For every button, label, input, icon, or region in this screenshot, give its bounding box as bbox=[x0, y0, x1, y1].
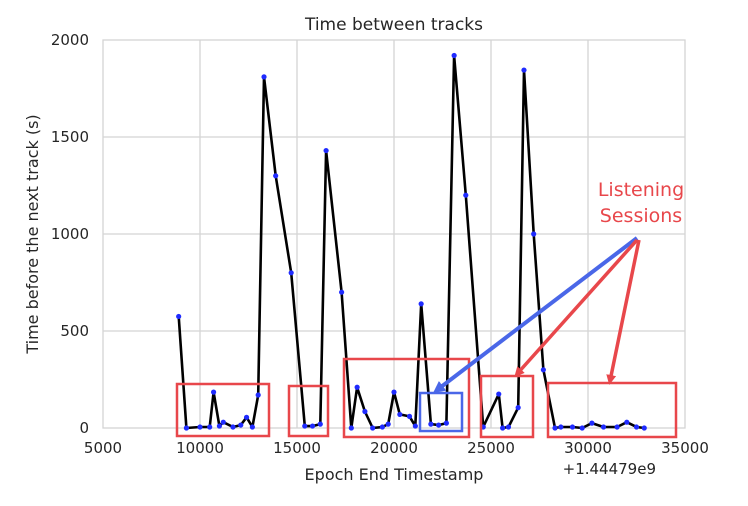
data-point bbox=[317, 421, 323, 427]
x-tick-label: 10000 bbox=[176, 439, 224, 457]
data-point bbox=[579, 425, 585, 431]
data-point bbox=[323, 147, 329, 154]
x-tick-label: 35000 bbox=[661, 439, 709, 457]
data-point bbox=[515, 405, 521, 411]
session-box bbox=[175, 382, 271, 438]
data-point bbox=[558, 424, 564, 430]
session-box bbox=[479, 374, 535, 439]
data-point bbox=[412, 423, 418, 429]
data-point bbox=[176, 313, 182, 320]
arrow-to-session bbox=[606, 239, 641, 385]
data-point bbox=[261, 74, 267, 80]
data-point bbox=[569, 424, 576, 430]
data-point bbox=[302, 423, 308, 429]
data-line bbox=[177, 54, 645, 430]
data-point bbox=[397, 411, 403, 418]
data-point bbox=[288, 270, 294, 276]
y-tick-label: 1500 bbox=[51, 128, 89, 146]
data-point bbox=[600, 424, 607, 430]
series-line bbox=[177, 54, 645, 430]
data-point bbox=[641, 425, 647, 431]
data-point bbox=[418, 301, 424, 307]
data-point bbox=[428, 421, 434, 427]
data-point bbox=[589, 420, 595, 426]
y-tick-label: 0 bbox=[79, 419, 89, 437]
y-tick-label: 1000 bbox=[51, 225, 89, 243]
data-point bbox=[391, 389, 397, 395]
data-point bbox=[216, 423, 222, 429]
data-point bbox=[370, 425, 376, 431]
arrow-to-highlight bbox=[433, 236, 639, 394]
data-point bbox=[249, 424, 255, 430]
data-point bbox=[505, 424, 512, 430]
data-point bbox=[207, 424, 213, 430]
data-point bbox=[348, 425, 354, 431]
session-box bbox=[546, 381, 678, 439]
arrow-to-session bbox=[514, 238, 639, 377]
data-point bbox=[436, 422, 442, 428]
data-point bbox=[443, 420, 449, 426]
annotation-label: Listening bbox=[598, 179, 684, 201]
x-tick-label: 15000 bbox=[273, 439, 321, 457]
y-axis-label: Time before the next track (s) bbox=[23, 114, 42, 354]
data-point bbox=[451, 52, 457, 59]
data-point bbox=[521, 67, 527, 73]
data-point bbox=[220, 419, 226, 425]
data-point bbox=[255, 392, 261, 398]
plot-area-border bbox=[102, 39, 686, 429]
y-tick-label: 2000 bbox=[51, 31, 89, 49]
x-tick-label: 5000 bbox=[84, 439, 122, 457]
data-point bbox=[633, 424, 640, 430]
data-point bbox=[500, 425, 506, 431]
x-tick-label: 25000 bbox=[467, 439, 515, 457]
data-point bbox=[362, 408, 368, 415]
data-point bbox=[183, 425, 190, 431]
data-point bbox=[339, 289, 345, 295]
data-point bbox=[273, 173, 279, 179]
x-tick-label: 30000 bbox=[564, 439, 612, 457]
data-point bbox=[238, 422, 244, 428]
session-box bbox=[342, 357, 471, 439]
x-tick-label: 20000 bbox=[370, 439, 418, 457]
data-point bbox=[379, 424, 385, 430]
data-point bbox=[406, 413, 413, 419]
data-point bbox=[531, 231, 537, 237]
data-point bbox=[385, 421, 391, 427]
data-point bbox=[243, 414, 250, 420]
grid-lines bbox=[103, 40, 685, 428]
data-point bbox=[197, 424, 203, 430]
data-point bbox=[210, 389, 217, 395]
session-box bbox=[287, 384, 330, 438]
x-axis-label: Epoch End Timestamp bbox=[305, 465, 484, 484]
annotation-arrows bbox=[433, 236, 641, 394]
annotation-label: Sessions bbox=[600, 205, 682, 227]
y-tick-label: 500 bbox=[60, 322, 89, 340]
y-tick-labels: 0 500 1000 1500 2000 bbox=[51, 31, 89, 437]
session-boxes bbox=[175, 357, 678, 439]
data-point bbox=[463, 192, 469, 198]
data-point bbox=[624, 419, 630, 425]
data-point bbox=[309, 423, 316, 429]
x-axis-offset-label: +1.44479e9 bbox=[563, 460, 656, 478]
data-point bbox=[496, 391, 502, 397]
chart-title: Time between tracks bbox=[304, 15, 483, 35]
x-tick-labels: 5000 10000 15000 20000 25000 30000 35000 bbox=[84, 439, 709, 457]
data-points bbox=[176, 52, 647, 431]
data-point bbox=[540, 367, 546, 373]
data-point bbox=[230, 424, 236, 430]
data-point bbox=[354, 384, 360, 390]
data-point bbox=[552, 425, 558, 431]
data-point bbox=[614, 424, 620, 430]
